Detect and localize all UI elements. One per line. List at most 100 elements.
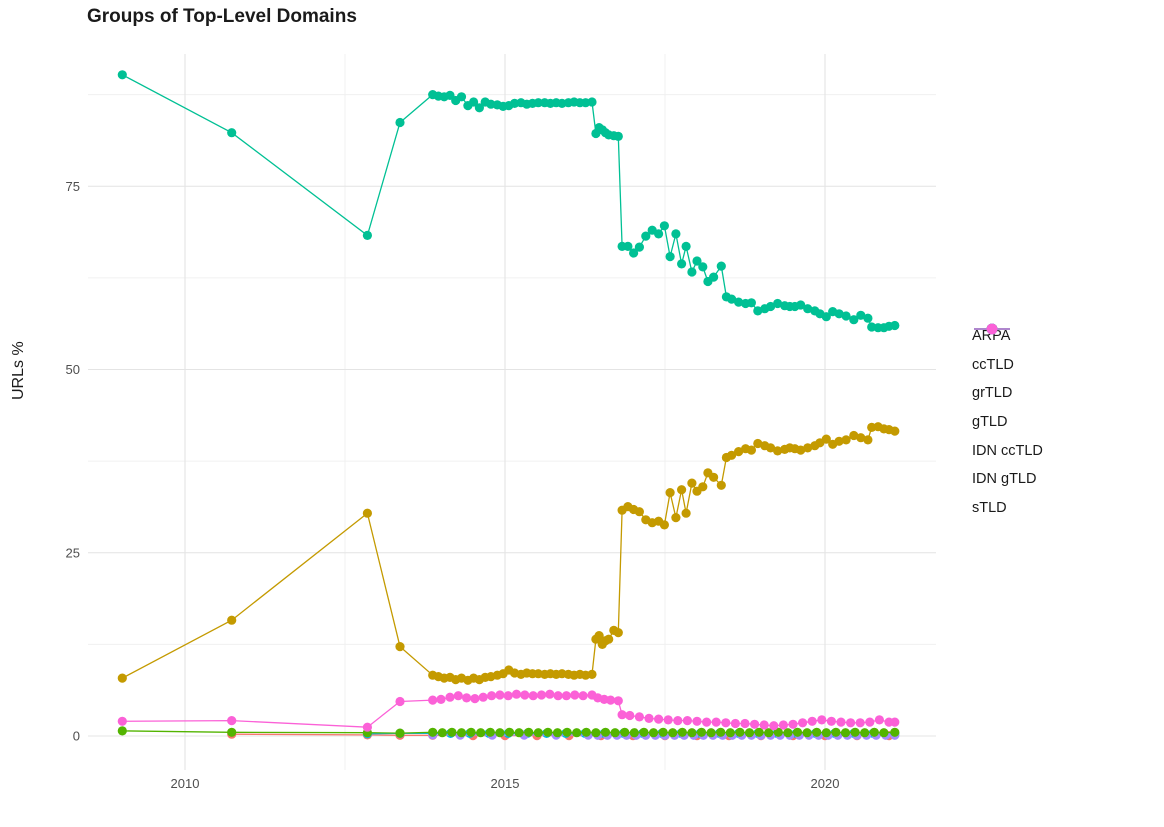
data-point — [890, 727, 900, 737]
x-tick-label: 2010 — [171, 776, 200, 791]
data-point — [606, 695, 616, 705]
data-point — [453, 691, 463, 701]
legend-label: ccTLD — [972, 356, 1014, 373]
data-point — [668, 728, 678, 738]
data-point — [654, 229, 664, 239]
data-point — [536, 690, 547, 700]
data-point — [754, 727, 764, 737]
data-point — [533, 728, 543, 738]
data-point — [807, 716, 817, 726]
data-point — [613, 628, 623, 638]
data-point — [659, 520, 670, 530]
data-point — [727, 450, 737, 460]
data-point — [865, 717, 875, 727]
data-point — [759, 720, 769, 730]
data-point — [639, 727, 649, 737]
data-point — [227, 716, 237, 726]
data-point — [773, 298, 783, 309]
series-stld — [117, 689, 900, 732]
data-point — [746, 445, 757, 455]
data-point — [841, 311, 851, 321]
data-point — [850, 727, 860, 737]
data-point — [716, 261, 726, 271]
data-point — [840, 728, 851, 738]
series-line — [121, 426, 895, 681]
data-point — [681, 508, 691, 518]
data-point — [834, 309, 844, 319]
data-point — [874, 715, 885, 725]
y-tick-label: 50 — [66, 362, 80, 377]
data-point — [673, 716, 683, 726]
data-point — [117, 70, 127, 80]
data-point — [395, 642, 405, 652]
data-point — [561, 691, 572, 701]
data-point — [860, 728, 870, 738]
data-point — [750, 719, 760, 729]
data-point — [696, 727, 707, 737]
data-point — [634, 712, 645, 722]
data-point — [753, 438, 763, 449]
data-point — [470, 694, 480, 704]
data-point — [841, 435, 851, 445]
data-point — [783, 728, 793, 738]
data-point — [117, 716, 127, 726]
data-point — [687, 728, 697, 738]
data-point — [362, 722, 372, 732]
data-point — [514, 728, 524, 738]
data-point — [581, 727, 591, 737]
data-point — [395, 117, 405, 128]
data-point — [117, 726, 127, 736]
legend: ARPA ccTLD grTLD gTLD IDN ccTLD IDN gTLD sTLD — [972, 322, 1043, 522]
data-point — [716, 480, 726, 490]
data-point — [227, 727, 237, 737]
data-point — [821, 728, 831, 738]
data-point — [478, 692, 488, 702]
data-point — [428, 727, 438, 737]
plot-title: Groups of Top-Level Domains — [87, 6, 357, 27]
data-point — [543, 727, 553, 737]
legend-label: ARPA — [972, 328, 1011, 345]
data-point — [792, 727, 803, 737]
data-point — [826, 716, 837, 726]
data-point — [788, 719, 798, 729]
data-point — [856, 433, 866, 443]
data-point — [620, 727, 630, 737]
data-point — [659, 221, 670, 231]
data-point — [677, 259, 687, 269]
y-tick-label: 25 — [66, 545, 80, 560]
data-point — [528, 691, 538, 701]
legend-label: IDN gTLD — [972, 471, 1037, 488]
data-point — [687, 267, 697, 277]
data-point — [665, 488, 675, 498]
data-point — [654, 714, 664, 724]
data-point — [677, 485, 687, 495]
data-point — [663, 715, 673, 725]
data-point — [734, 297, 744, 307]
data-point — [798, 718, 808, 728]
data-point — [462, 693, 472, 703]
data-point — [692, 716, 702, 726]
y-tick-label: 75 — [66, 179, 80, 194]
data-point — [533, 98, 543, 108]
data-point — [725, 728, 735, 738]
data-point — [709, 272, 719, 282]
data-point — [658, 727, 668, 737]
data-point — [644, 713, 654, 724]
legend-label: sTLD — [972, 499, 1007, 516]
data-point — [578, 691, 588, 701]
data-point — [817, 715, 827, 725]
data-point — [796, 445, 806, 455]
y-tick-label: 0 — [73, 729, 80, 744]
data-point — [117, 673, 127, 683]
data-point — [562, 727, 572, 737]
data-point — [466, 727, 476, 737]
data-point — [227, 615, 237, 625]
data-point — [766, 301, 776, 312]
data-point — [869, 727, 879, 737]
data-point — [474, 103, 484, 113]
data-point — [362, 230, 372, 240]
data-point — [769, 721, 779, 731]
data-point — [362, 508, 372, 518]
data-point — [456, 728, 467, 738]
